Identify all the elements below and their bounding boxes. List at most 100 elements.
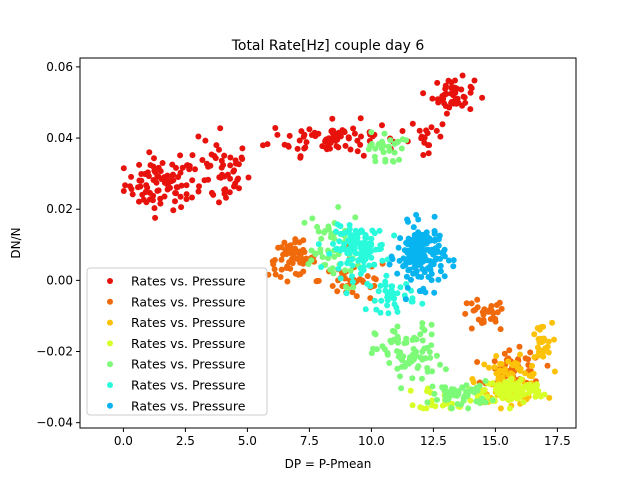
data-point — [150, 192, 157, 199]
data-point — [327, 234, 334, 241]
data-point — [177, 193, 184, 200]
data-point — [210, 191, 217, 198]
data-point — [497, 405, 504, 412]
x-tick-label: 5.0 — [238, 434, 257, 448]
legend: Rates vs. Pressure Rates vs. Pressure Rate… — [86, 267, 268, 416]
data-point — [152, 214, 159, 221]
data-point — [421, 256, 428, 263]
data-point — [434, 247, 441, 254]
data-point — [335, 265, 342, 272]
data-point — [333, 143, 340, 150]
data-point — [534, 344, 541, 351]
data-point — [386, 360, 393, 366]
data-point — [297, 259, 304, 266]
data-point — [416, 233, 423, 240]
data-point — [467, 397, 474, 404]
data-point — [423, 229, 430, 236]
data-point — [172, 190, 179, 196]
data-point — [437, 361, 444, 368]
data-point — [172, 198, 178, 205]
data-point — [342, 267, 349, 274]
data-point — [473, 398, 480, 405]
data-point — [419, 266, 426, 272]
data-point — [331, 253, 338, 260]
data-point — [221, 152, 228, 159]
data-point — [227, 162, 234, 169]
data-point — [394, 323, 401, 330]
data-point — [278, 256, 285, 263]
data-point — [522, 370, 528, 377]
data-point — [419, 337, 426, 344]
x-tick-label: 7.5 — [300, 434, 319, 448]
data-point — [264, 141, 271, 148]
data-point — [410, 224, 417, 231]
data-point — [295, 271, 302, 278]
data-point — [309, 215, 316, 222]
data-point — [479, 395, 486, 402]
data-point — [216, 199, 222, 206]
data-point — [343, 229, 350, 236]
data-point — [480, 311, 487, 318]
data-point — [278, 266, 285, 273]
legend-marker — [107, 340, 113, 347]
data-point — [349, 278, 356, 285]
data-point — [357, 141, 364, 148]
data-point — [469, 376, 476, 382]
data-point — [317, 246, 324, 253]
data-point — [386, 261, 393, 268]
data-point — [403, 335, 410, 342]
data-point — [346, 245, 352, 252]
legend-marker — [107, 319, 113, 326]
data-point — [157, 200, 164, 207]
data-point — [274, 131, 281, 138]
data-point — [465, 405, 472, 412]
data-point — [551, 336, 557, 343]
data-point — [129, 191, 136, 198]
data-point — [387, 137, 394, 144]
x-tick-label: 0.0 — [114, 434, 133, 448]
data-point — [502, 382, 509, 389]
data-point — [360, 152, 367, 159]
data-point — [271, 266, 278, 273]
data-point — [522, 355, 529, 362]
data-point — [545, 349, 552, 356]
data-point — [351, 130, 358, 137]
data-point — [443, 110, 450, 117]
data-point — [177, 152, 184, 159]
data-point — [494, 389, 501, 396]
data-point — [371, 275, 378, 282]
data-point — [377, 282, 384, 289]
data-point — [431, 213, 438, 220]
data-point — [296, 137, 303, 144]
data-point — [409, 295, 416, 302]
data-point — [489, 397, 496, 404]
y-tick-label: 0.04 — [46, 131, 73, 145]
data-point — [453, 100, 460, 107]
data-point — [325, 135, 332, 142]
data-point — [360, 240, 367, 246]
y-tick-label: 0.00 — [46, 273, 73, 287]
data-point — [150, 177, 157, 183]
data-point — [423, 240, 430, 247]
data-point — [398, 385, 405, 392]
data-point — [479, 94, 486, 101]
data-point — [311, 129, 318, 136]
legend-marker — [107, 361, 113, 368]
data-point — [471, 77, 478, 84]
data-point — [529, 362, 536, 369]
data-point — [362, 232, 369, 238]
legend-marker — [107, 298, 113, 305]
data-point — [389, 158, 396, 164]
data-point — [358, 133, 364, 140]
data-point — [428, 321, 435, 328]
data-point — [431, 390, 438, 397]
data-point — [371, 297, 378, 304]
data-point — [245, 174, 252, 181]
data-point — [423, 405, 430, 412]
data-point — [407, 387, 414, 394]
data-point — [319, 254, 326, 261]
data-point — [446, 104, 453, 111]
data-point — [474, 359, 481, 365]
data-point — [506, 405, 513, 412]
